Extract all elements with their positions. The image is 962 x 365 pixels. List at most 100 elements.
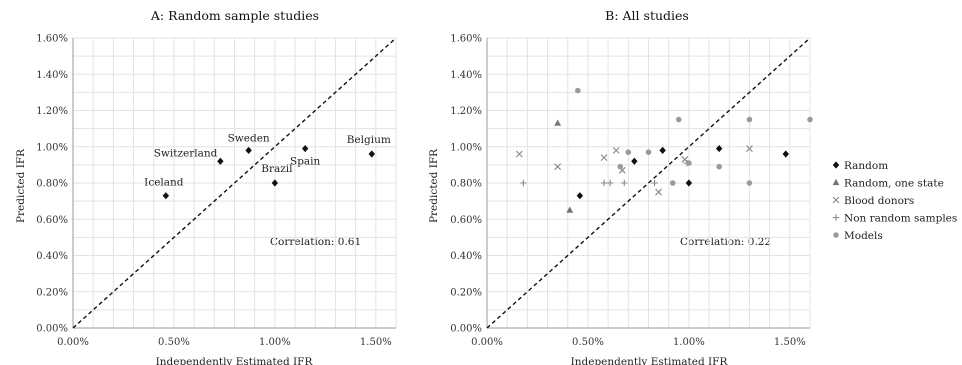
- panel-a-point: [162, 192, 170, 200]
- panel-a-identity-line: [72, 37, 397, 329]
- panel-a-point: [245, 146, 252, 154]
- panel-b-point-models: [675, 116, 682, 123]
- legend: Random Random, one state Blood donors Non r…: [832, 160, 957, 242]
- panel-b-point-random: [576, 192, 584, 200]
- legend-label: Models: [844, 230, 883, 242]
- panel-b-y-tick-label: 1.40%: [450, 70, 482, 81]
- panel-b-point-blood-donors: [600, 154, 608, 162]
- legend-label: Random: [844, 160, 888, 172]
- panel-a-point-label: Sweden: [228, 132, 270, 144]
- panel-a-point: [368, 150, 375, 158]
- legend-item-blood-donors: Blood donors: [832, 195, 914, 207]
- panel-b-point-models: [746, 116, 753, 123]
- panel-b-point-non-random-samples: [621, 179, 628, 187]
- panel-b-point-models: [716, 163, 722, 170]
- panel-a-y-tick-label: 1.20%: [36, 106, 68, 117]
- panel-a-y-tick-label: 1.00%: [36, 142, 68, 153]
- panel-a-y-tick-labels: 0.00% 0.20% 0.40% 0.60% 0.80% 1.00% 1.20% 1.40%…: [36, 34, 68, 335]
- panel-b-y-tick-label: 0.60%: [450, 215, 482, 226]
- legend-marker-models: [833, 232, 839, 238]
- panel-a-point: [217, 157, 224, 165]
- panel-a-point-label: Belgium: [347, 134, 391, 146]
- panel-b-y-tick-label: 1.20%: [450, 106, 482, 117]
- panel-a-y-tick-label: 0.60%: [36, 215, 68, 226]
- legend-marker-blood-donors: [832, 196, 840, 204]
- panel-a-y-tick-label: 1.40%: [36, 70, 68, 81]
- panel-a-point: [301, 144, 309, 153]
- panel-a-y-tick-label: 0.40%: [36, 251, 68, 262]
- legend-marker-random-one-state: [832, 178, 840, 186]
- panel-b-y-tick-label: 0.80%: [450, 179, 482, 190]
- panel-a-y-tick-label: 1.60%: [36, 34, 68, 45]
- legend-item-models: Models: [833, 230, 883, 242]
- panel-b-identity-line: [486, 37, 811, 329]
- panel-b-x-tick-label: 0.00%: [471, 337, 503, 348]
- panel-a-x-tick-label: 1.50%: [360, 337, 392, 348]
- panel-b-point-blood-donors: [554, 163, 562, 171]
- panel-b-point-models: [669, 180, 676, 186]
- panel-a-point-label: Switzerland: [154, 147, 218, 159]
- panel-b-x-tick-label: 1.00%: [673, 337, 705, 348]
- panel-b-point-models: [575, 87, 581, 94]
- panel-a-y-tick-label: 0.80%: [36, 179, 68, 190]
- panel-b-point-models: [645, 149, 652, 155]
- panel-a-x-tick-label: 0.00%: [57, 337, 89, 348]
- legend-item-random-one-state: Random, one state: [832, 178, 944, 190]
- panel-a-x-tick-labels: 0.00% 0.50% 1.00% 1.50%: [57, 337, 392, 348]
- panel-b-point-non-random-samples: [600, 179, 608, 187]
- panel-b-point-blood-donors: [515, 150, 523, 158]
- legend-marker-random: [832, 161, 840, 169]
- panel-b-point-random: [631, 157, 638, 165]
- panel-b-point-random-one-state: [566, 206, 574, 213]
- panel-b-y-tick-label: 0.00%: [450, 324, 482, 335]
- panel-a-y-tick-label: 0.20%: [36, 287, 68, 298]
- legend-item-non-random-samples: Non random samples: [832, 213, 957, 225]
- panel-a-random-sample-studies: A: Random sample studies Predicted IFR I…: [15, 8, 397, 365]
- panel-a-point-label: Spain: [290, 156, 321, 168]
- panel-b-point-models: [617, 163, 624, 170]
- panel-b-point-random: [715, 144, 723, 153]
- panel-b-point-blood-donors: [746, 145, 753, 152]
- panel-a-point-label: Brazil: [261, 163, 293, 175]
- panel-b-point-models: [625, 149, 632, 155]
- panel-b-x-tick-label: 0.50%: [572, 337, 604, 348]
- panel-b-y-tick-label: 1.00%: [450, 142, 482, 153]
- panel-b-point-non-random-samples: [606, 179, 614, 187]
- panel-b-point-models: [686, 160, 692, 166]
- panel-b-point-random: [685, 179, 693, 187]
- panel-a-x-axis-label: Independently Estimated IFR: [156, 356, 314, 365]
- panel-b-y-tick-labels: 0.00% 0.20% 0.40% 0.60% 0.80% 1.00% 1.20% 1.40%…: [450, 34, 482, 335]
- panel-b-x-tick-labels: 0.00% 0.50% 1.00% 1.50%: [471, 337, 806, 348]
- panel-b-y-axis-label: Predicted IFR: [428, 148, 440, 223]
- panel-b-y-tick-label: 0.20%: [450, 287, 482, 298]
- panel-b-y-tick-label: 0.40%: [450, 251, 482, 262]
- panel-b-point-random-one-state: [554, 119, 562, 126]
- panel-b-point-non-random-samples: [520, 179, 527, 187]
- panel-b-x-tick-label: 1.50%: [774, 337, 806, 348]
- panel-b-point-random: [659, 146, 666, 154]
- panel-b-y-tick-label: 1.60%: [450, 34, 482, 45]
- panel-b-point-models: [746, 180, 753, 186]
- panel-b-point-blood-donors: [612, 146, 620, 154]
- panel-b-point-non-random-samples: [651, 179, 658, 187]
- legend-marker-non-random-samples: [832, 214, 840, 221]
- panel-a-x-tick-label: 1.00%: [259, 337, 291, 348]
- panel-a-point-label: Iceland: [144, 177, 184, 189]
- panel-b-point-blood-donors: [655, 188, 662, 196]
- panel-a-y-tick-label: 0.00%: [36, 324, 68, 335]
- panel-b-correlation-annotation: Correlation: 0.22: [680, 236, 771, 248]
- panel-a-point: [271, 179, 279, 187]
- panel-a-title: A: Random sample studies: [150, 8, 319, 23]
- panel-b-x-axis-label: Independently Estimated IFR: [571, 356, 729, 365]
- panel-b-point-random: [782, 150, 789, 158]
- panel-b-all-studies: B: All studies Predicted IFR Independent…: [428, 8, 813, 365]
- legend-label: Non random samples: [844, 213, 957, 225]
- panel-b-title: B: All studies: [605, 8, 689, 23]
- panel-b-points: [515, 87, 813, 213]
- legend-item-random: Random: [832, 160, 888, 172]
- panel-a-x-tick-label: 0.50%: [158, 337, 190, 348]
- panel-a-y-axis-label: Predicted IFR: [15, 148, 27, 223]
- legend-label: Blood donors: [844, 195, 914, 207]
